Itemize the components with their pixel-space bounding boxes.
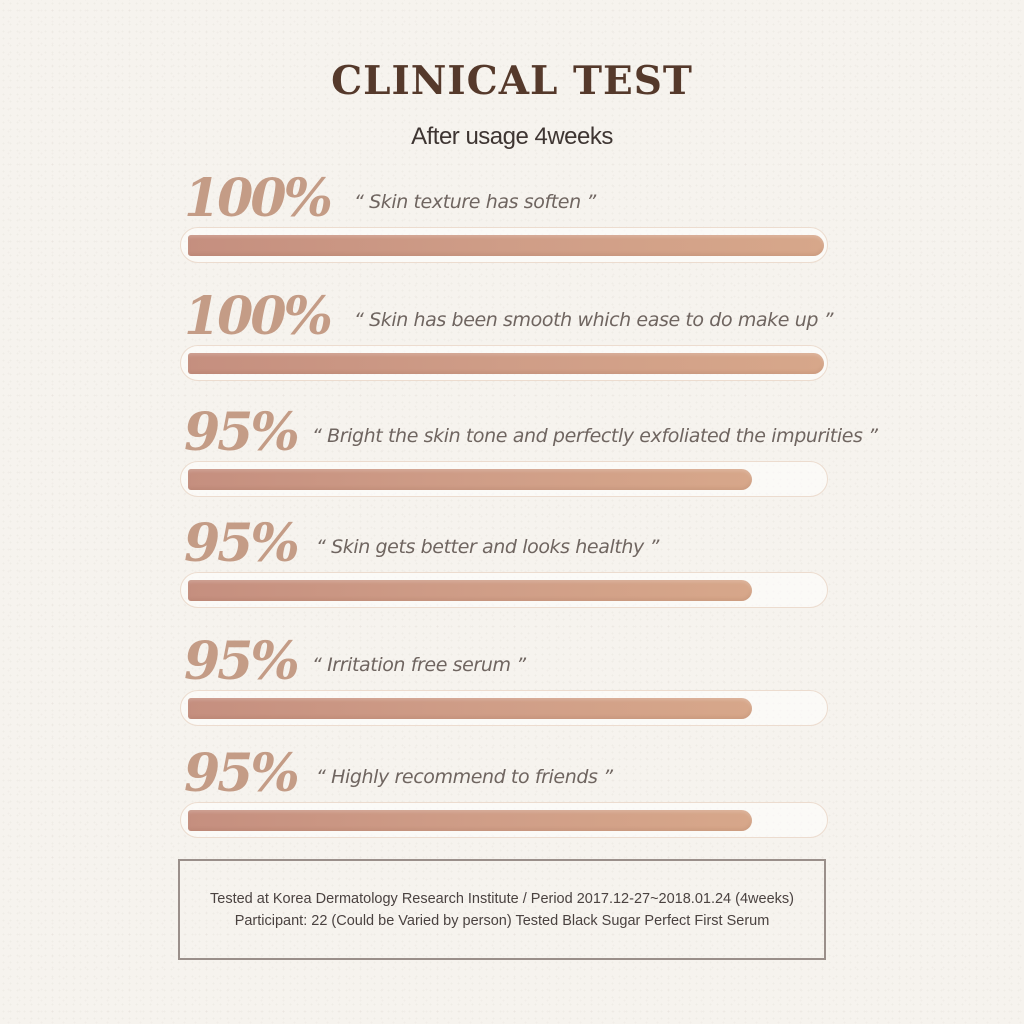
bar-track [180,690,828,726]
result-item: 100% “ Skin has been smooth which ease t… [180,288,850,398]
test-info-box: Tested at Korea Dermatology Research Ins… [178,859,826,960]
result-item: 95% “ Bright the skin tone and perfectly… [180,402,878,514]
bar-track [180,227,828,263]
percent-label: 95% [184,743,300,804]
bar-fill [188,698,753,719]
bar-fill [188,235,824,256]
percent-label: 95% [184,631,300,692]
result-quote: “ Skin texture has soften ” [354,191,596,213]
bar-track [180,572,828,608]
test-info-line-1: Tested at Korea Dermatology Research Ins… [210,891,794,907]
percent-label: 100% [184,168,333,229]
result-item: 95% “ Highly recommend to friends ” [180,745,850,855]
bar-fill [188,469,753,490]
result-quote: “ Highly recommend to friends ” [316,766,613,788]
result-item: 95% “ Irritation free serum ” [180,633,850,743]
result-quote: “ Bright the skin tone and perfectly exf… [312,425,878,447]
bar-track [180,345,828,381]
result-quote: “ Skin gets better and looks healthy ” [316,536,659,558]
test-info-line-2: Participant: 22 (Could be Varied by pers… [234,913,770,929]
result-item: 95% “ Skin gets better and looks healthy… [180,515,850,625]
bar-fill [188,353,824,374]
bar-fill [188,580,753,601]
percent-label: 100% [184,286,333,347]
bar-track [180,802,828,838]
result-item: 100% “ Skin texture has soften ” [180,170,850,280]
result-quote: “ Skin has been smooth which ease to do … [354,309,834,331]
percent-label: 95% [184,513,300,574]
result-quote: “ Irritation free serum ” [312,654,526,676]
page-title: CLINICAL TEST [331,58,693,104]
bar-track [180,461,828,497]
percent-label: 95% [184,402,300,463]
bar-fill [188,810,753,831]
page-subtitle: After usage 4weeks [411,123,613,150]
